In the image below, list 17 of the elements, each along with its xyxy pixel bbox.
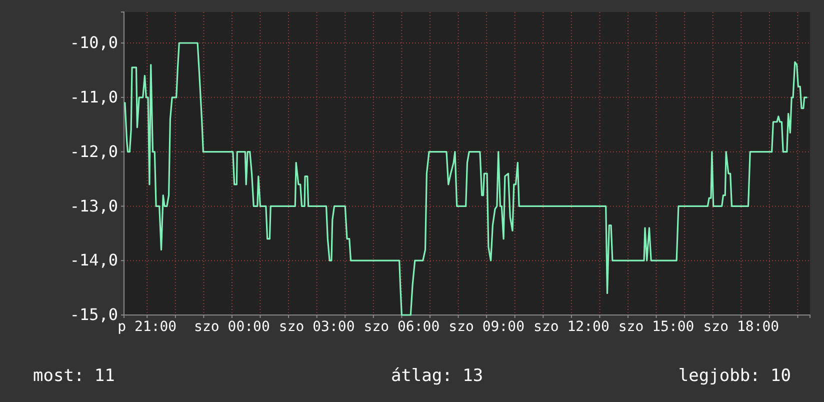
x-tick-label: szo 09:00 — [448, 318, 524, 335]
text: most: 11 — [33, 366, 115, 386]
x-tick-label: szo 15:00 — [618, 318, 694, 335]
x-tick-label: p 21:00 — [118, 318, 177, 335]
text: átlag: 13 — [390, 366, 484, 386]
y-tick-label: -12,0 — [70, 142, 118, 161]
x-tick-label: szo 18:00 — [703, 318, 780, 335]
text: legjobb: 10 — [678, 366, 791, 386]
y-tick-label: -14,0 — [70, 250, 118, 270]
x-tick-label: szo 00:00 — [194, 318, 270, 335]
x-tick-label: szo 12:00 — [534, 318, 610, 335]
x-tick-label: szo 06:00 — [364, 318, 440, 335]
x-tick-label: szo 03:00 — [278, 318, 355, 335]
y-tick-label: -10,0 — [70, 33, 118, 52]
y-tick-label: -15,0 — [70, 305, 118, 324]
y-tick-label: -11,0 — [70, 88, 118, 107]
y-tick-label: -13,0 — [70, 196, 118, 216]
